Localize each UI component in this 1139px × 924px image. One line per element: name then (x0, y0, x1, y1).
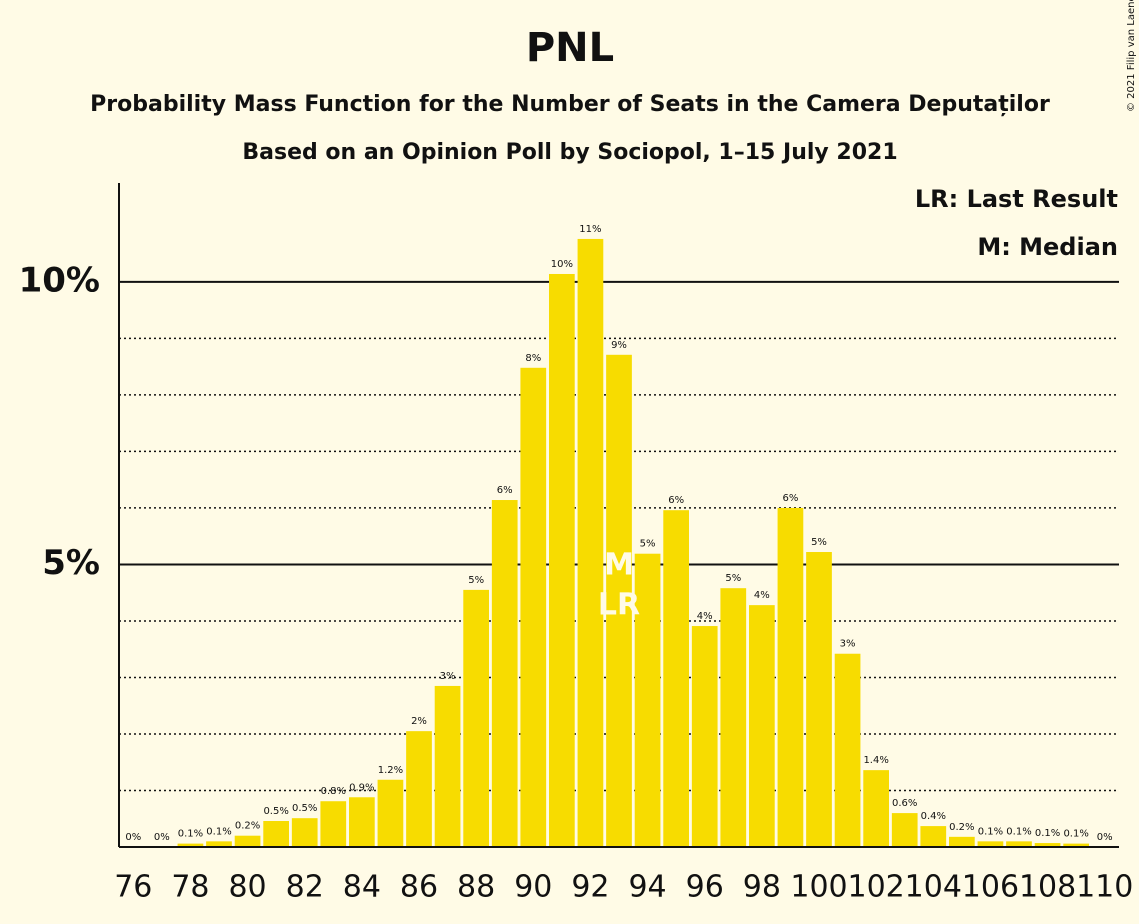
bar (949, 836, 975, 847)
bar (406, 731, 432, 847)
value-label: 0.1% (206, 826, 231, 837)
x-tick-label: 98 (743, 870, 781, 905)
bar (1063, 843, 1089, 847)
value-label: 0.2% (235, 821, 260, 832)
bar (549, 273, 575, 847)
bar (206, 841, 232, 847)
x-tick-label: 76 (114, 870, 152, 905)
value-label: 11% (579, 224, 601, 235)
value-label: 1.4% (863, 755, 888, 766)
value-label: 9% (611, 340, 627, 351)
bar (349, 797, 375, 847)
bar (1034, 843, 1061, 847)
value-label: 6% (782, 493, 798, 504)
value-label: 2% (411, 716, 427, 727)
bar (749, 605, 775, 847)
value-label: 3% (840, 639, 856, 650)
value-label: 6% (497, 485, 513, 496)
chart-title: PNL (526, 25, 614, 71)
value-label: 0.1% (978, 826, 1003, 837)
value-label: 6% (668, 495, 684, 506)
x-tick-label: 104 (905, 870, 962, 905)
value-label: 4% (754, 590, 770, 601)
x-tick-label: 110 (1076, 870, 1133, 905)
value-label: 8% (525, 353, 541, 364)
bar (1006, 841, 1032, 847)
legend-entry: M: Median (977, 233, 1118, 261)
x-tick-label: 84 (343, 870, 381, 905)
bar (434, 685, 461, 847)
annotation: LR (598, 588, 640, 623)
x-tick-label: 100 (790, 870, 847, 905)
chart-subtitle: Based on an Opinion Poll by Sociopol, 1–… (242, 140, 897, 165)
x-tick-label: 80 (228, 870, 266, 905)
bar (920, 826, 947, 847)
value-label: 0.2% (949, 822, 974, 833)
value-label: 0.5% (292, 803, 317, 814)
value-label: 1.2% (378, 765, 403, 776)
bar (606, 354, 632, 847)
value-label: 0.4% (921, 811, 946, 822)
bar (463, 589, 489, 847)
value-label: 0.1% (1035, 828, 1060, 839)
y-tick-label: 5% (42, 543, 100, 583)
value-label: 5% (725, 573, 741, 584)
value-label: 0.9% (349, 782, 374, 793)
x-tick-label: 108 (1019, 870, 1076, 905)
x-tick-label: 96 (686, 870, 724, 905)
x-tick-label: 86 (400, 870, 438, 905)
bar (863, 770, 889, 847)
bar (891, 813, 918, 847)
value-label: 0.1% (1063, 829, 1088, 840)
bar (777, 507, 804, 847)
bar (720, 588, 747, 847)
x-tick-label: 94 (628, 870, 666, 905)
bar (234, 835, 261, 847)
x-tick-label: 92 (571, 870, 609, 905)
value-label: 0% (125, 832, 141, 843)
bar (377, 779, 404, 847)
bar (834, 653, 861, 847)
x-tick-label: 106 (962, 870, 1019, 905)
value-label: 5% (811, 537, 827, 548)
value-label: 0.6% (892, 798, 917, 809)
bar (177, 843, 204, 847)
credit: © 2021 Filip van Laenen (1126, 0, 1137, 112)
x-tick-label: 82 (286, 870, 324, 905)
bar (577, 238, 604, 847)
value-label: 0.1% (1006, 826, 1031, 837)
y-tick-label: 10% (19, 260, 100, 300)
bar (263, 821, 289, 847)
bar (491, 500, 518, 847)
bar (320, 801, 347, 847)
value-label: 0% (154, 832, 170, 843)
x-tick-label: 88 (457, 870, 495, 905)
value-label: 5% (640, 539, 656, 550)
value-label: 0.8% (321, 786, 346, 797)
value-label: 0.5% (263, 806, 288, 817)
bar (977, 841, 1004, 847)
bar (663, 510, 689, 847)
value-label: 0% (1097, 832, 1113, 843)
bar (634, 553, 661, 847)
annotation: M (604, 548, 634, 583)
bar (520, 367, 547, 847)
value-label: 10% (551, 259, 573, 270)
x-tick-label: 78 (171, 870, 209, 905)
chart-subtitle: Probability Mass Function for the Number… (90, 92, 1050, 117)
bar (291, 818, 318, 847)
x-tick-label: 102 (848, 870, 905, 905)
value-label: 0.1% (178, 829, 203, 840)
legend-entry: LR: Last Result (915, 185, 1118, 213)
x-tick-label: 90 (514, 870, 552, 905)
bar (806, 552, 832, 847)
value-label: 3% (440, 671, 456, 682)
value-label: 5% (468, 575, 484, 586)
value-label: 4% (697, 611, 713, 622)
bar (691, 626, 718, 847)
